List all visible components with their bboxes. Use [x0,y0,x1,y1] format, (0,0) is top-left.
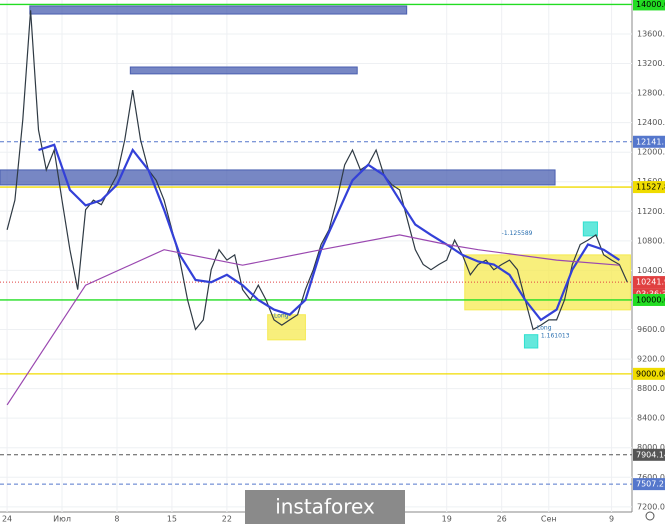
y-tick-label: 9600.00 [637,325,665,334]
y-tick-label: 13200.00 [637,59,665,68]
y-tick-label: 12400.00 [637,118,665,127]
x-tick-label: 26 [497,515,507,524]
y-tick-label: 8400.00 [637,414,665,423]
x-tick-label: 19 [442,515,452,524]
y-tick-label: 8800.00 [637,384,665,393]
x-tick-label: 22 [222,515,232,524]
annotation: Long [537,325,552,332]
y-tick-label: 11200.00 [637,207,665,216]
x-tick-label: 9 [609,515,614,524]
level-label-box [633,135,665,148]
y-tick-label: 10400.00 [637,266,665,275]
y-tick-label: 12800.00 [637,89,665,98]
level-label-box [633,0,665,11]
level-label: 12141.19 [636,137,665,146]
level-label-box [633,293,665,306]
level-label-box [633,367,665,380]
annotation: 1.161013 [541,333,570,340]
annotation: Long [274,313,289,320]
level-label: 7507.21 [636,480,665,489]
level-label: 14000.00 [636,0,665,9]
series-line [38,143,621,322]
settings-icon[interactable] [645,511,655,521]
level-label-box [633,478,665,491]
zone [29,5,408,15]
level-label-box [633,276,665,289]
y-tick-label: 7200.00 [637,502,665,511]
annotation: -1.125589 [502,230,533,237]
x-tick-label: 24 [2,515,12,524]
zone [129,66,358,75]
series-line [6,10,628,331]
level-label: 7904.14 [636,450,665,459]
y-tick-label: 8000.00 [637,443,665,452]
x-tick-label: 8 [114,515,119,524]
x-tick-label: 15 [167,515,177,524]
y-tick-label: 12000.00 [637,148,665,157]
series-line [6,234,620,406]
y-tick-label: 10800.00 [637,236,665,245]
level-label-box [633,181,665,194]
zone [0,169,556,186]
y-tick-label: 13600.00 [637,29,665,38]
x-tick-label: Июл [53,515,71,524]
zone [582,221,598,237]
level-label-box [633,448,665,461]
logo-box [245,490,405,524]
level-label: 10241.99 [636,278,665,287]
logo: instaforex [275,495,375,519]
level-label: 9000.00 [636,369,665,378]
level-label: 10000.00 [636,295,665,304]
level-label: 11527.84 [636,183,665,192]
zone [523,334,539,349]
x-tick-label: Сен [541,515,557,524]
y-tick-label: 9200.00 [637,355,665,364]
y-tick-label: 7600.00 [637,473,665,482]
